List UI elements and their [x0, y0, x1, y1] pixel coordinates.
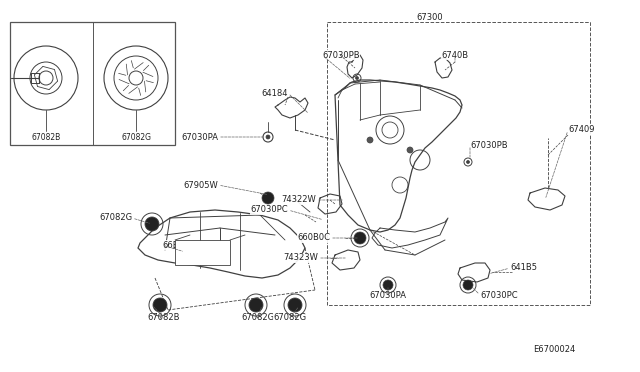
Text: 67030PA: 67030PA — [369, 291, 406, 299]
Bar — [10, 22, 175, 145]
Text: 67082G: 67082G — [121, 134, 151, 142]
Text: 67082B: 67082B — [148, 314, 180, 323]
Text: 641B5: 641B5 — [510, 263, 537, 273]
Text: 67030PB: 67030PB — [322, 51, 360, 60]
Bar — [175, 240, 230, 265]
Circle shape — [383, 280, 393, 290]
Polygon shape — [335, 80, 462, 232]
Circle shape — [249, 298, 263, 312]
Circle shape — [463, 280, 473, 290]
Circle shape — [153, 298, 167, 312]
Circle shape — [407, 147, 413, 153]
Text: 67082G: 67082G — [241, 314, 275, 323]
Text: 67082B: 67082B — [31, 134, 61, 142]
Circle shape — [288, 298, 302, 312]
Text: 67030PB: 67030PB — [470, 141, 508, 150]
Text: 6740B: 6740B — [442, 51, 468, 60]
Text: 67082G: 67082G — [273, 314, 307, 323]
Circle shape — [145, 217, 159, 231]
Text: 67030PC: 67030PC — [250, 205, 288, 215]
Text: 660B0C: 660B0C — [297, 234, 330, 243]
Text: 74322W: 74322W — [281, 196, 316, 205]
Text: 67409: 67409 — [568, 125, 595, 135]
Text: 74323W: 74323W — [283, 253, 318, 263]
Text: 67082G: 67082G — [99, 214, 132, 222]
Circle shape — [355, 77, 358, 80]
Text: 64184: 64184 — [262, 89, 288, 97]
Text: 66B91X: 66B91X — [162, 241, 195, 250]
Text: E6700024: E6700024 — [532, 346, 575, 355]
Text: 67905W: 67905W — [183, 180, 218, 189]
Text: 67030PC: 67030PC — [480, 291, 518, 299]
Bar — [327, 22, 590, 305]
Circle shape — [262, 192, 274, 204]
Circle shape — [367, 137, 373, 143]
Circle shape — [266, 135, 270, 139]
Circle shape — [354, 232, 366, 244]
Polygon shape — [138, 210, 305, 278]
Circle shape — [467, 160, 470, 164]
Text: 67300: 67300 — [417, 13, 444, 22]
Text: 67030PA: 67030PA — [181, 132, 218, 141]
